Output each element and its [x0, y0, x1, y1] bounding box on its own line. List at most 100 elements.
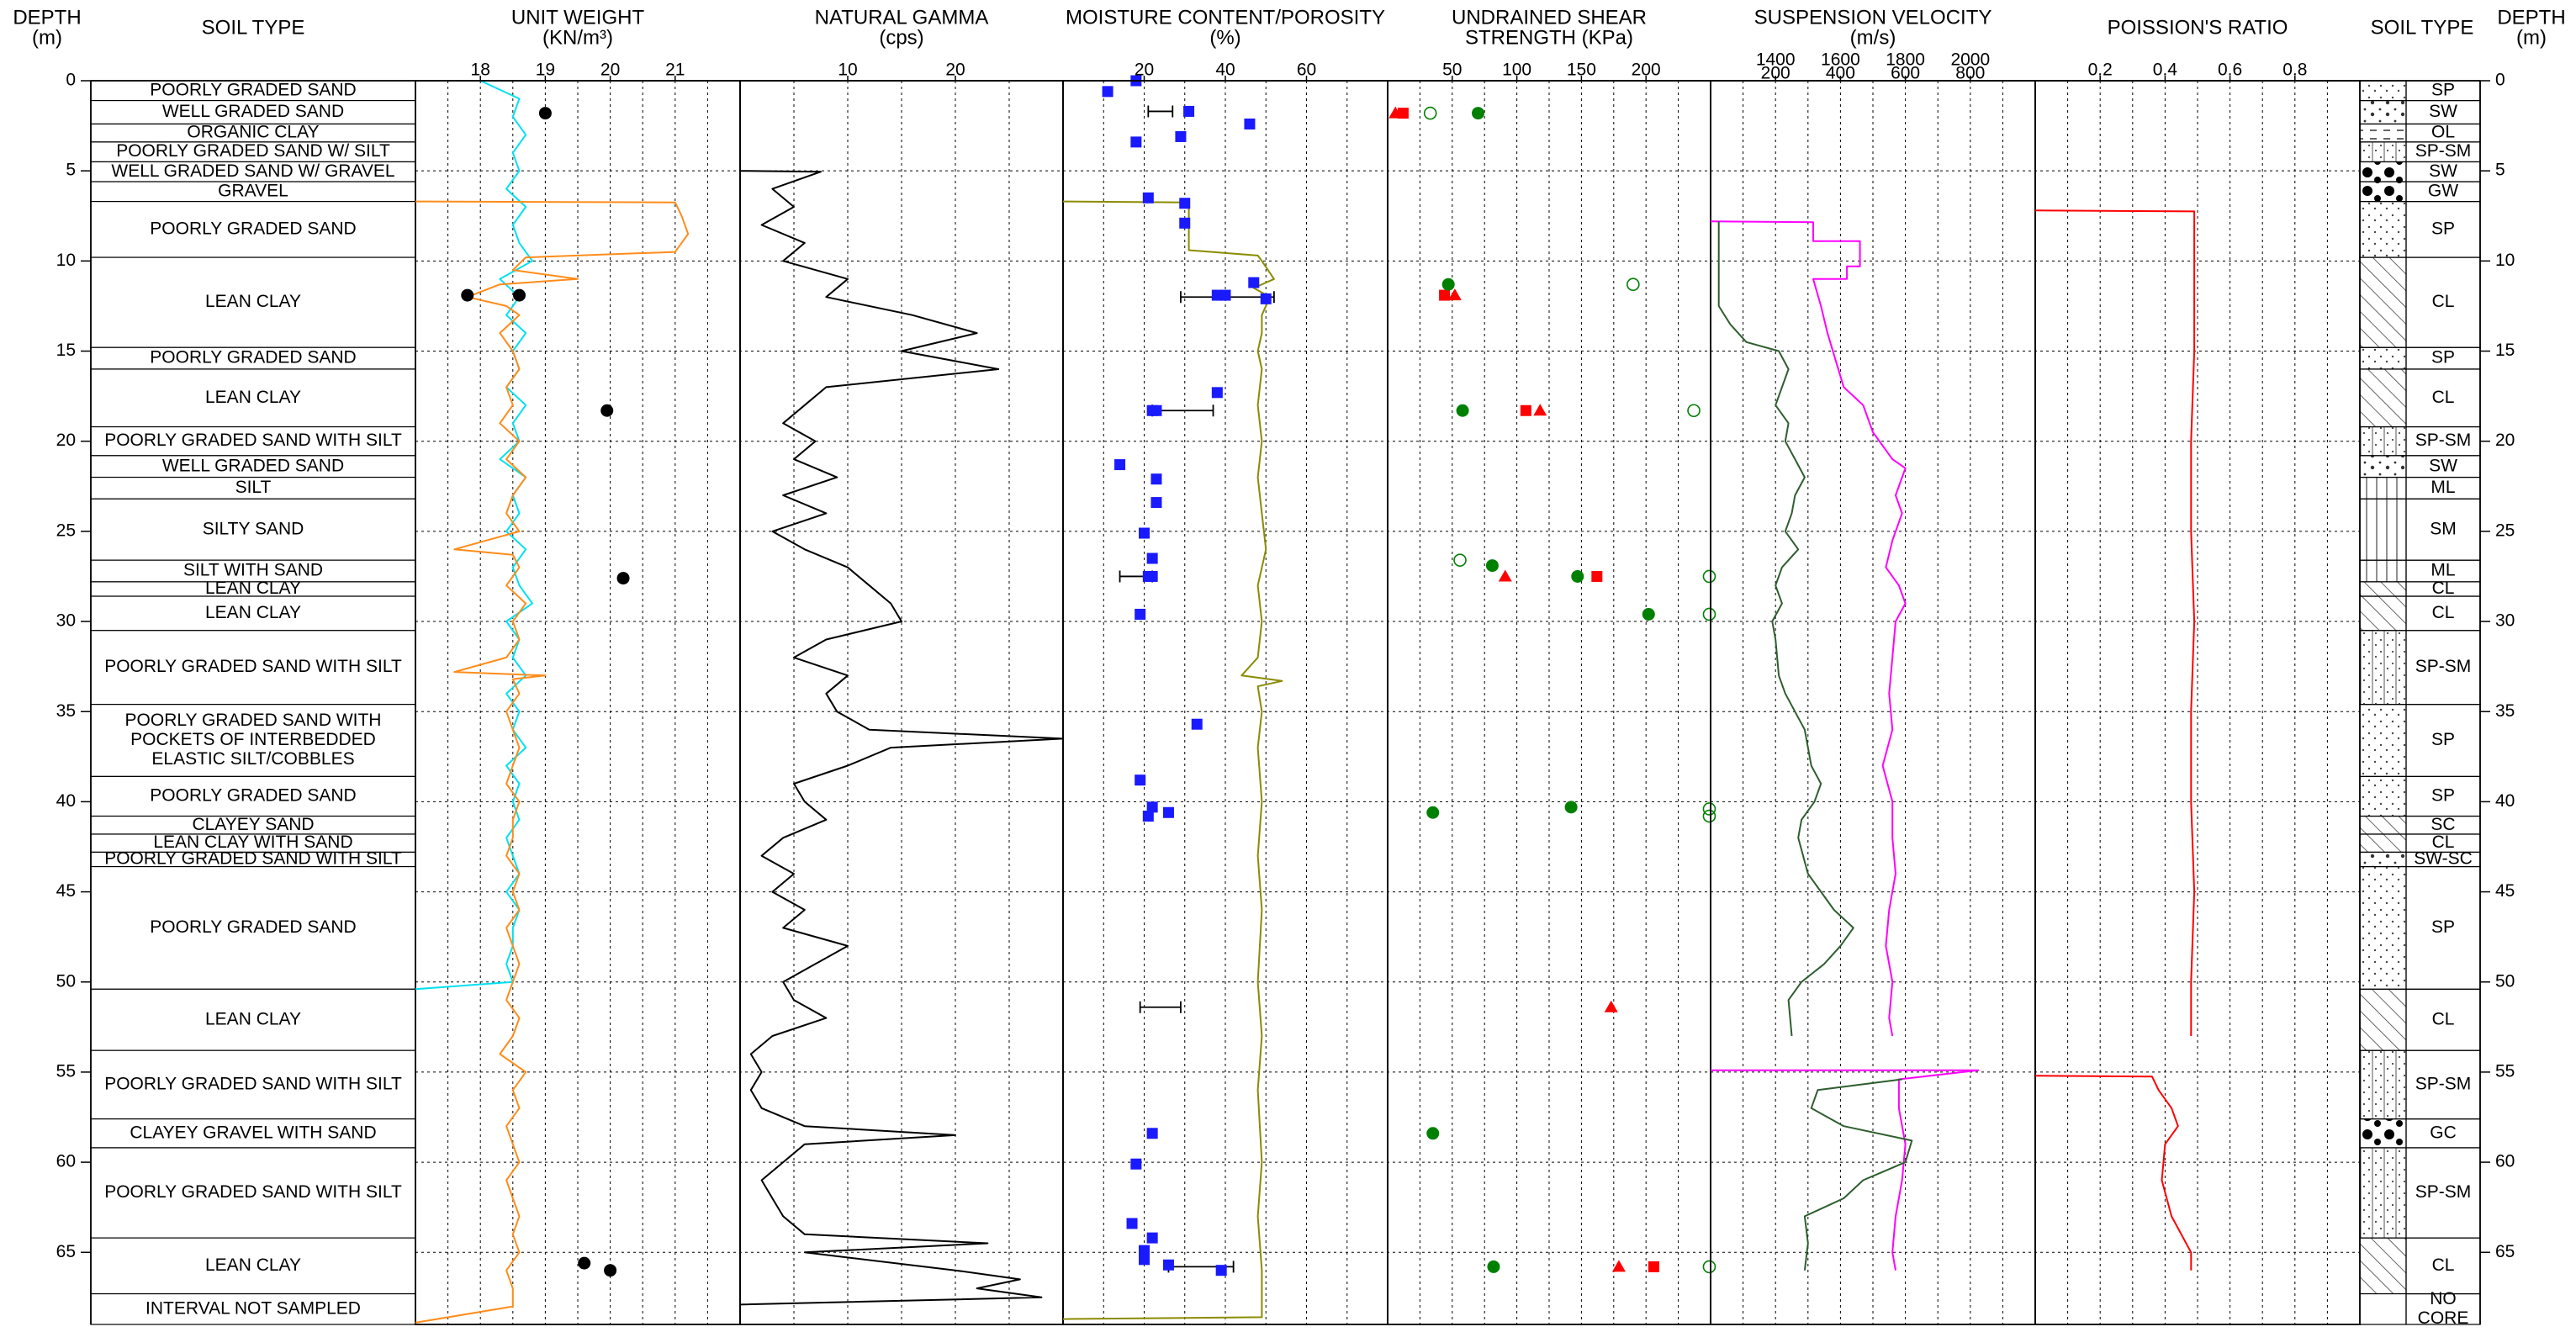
- marker: [1591, 570, 1603, 582]
- soil-symbol: [2359, 815, 2407, 835]
- marker: [1126, 1218, 1138, 1229]
- marker: [1702, 809, 1716, 823]
- soil-symbol: [2359, 775, 2407, 817]
- soil-symbol: [2359, 1118, 2407, 1149]
- soil-code: OL: [2431, 123, 2455, 142]
- soil-layer: [90, 368, 416, 428]
- marker: [1142, 811, 1154, 822]
- soil-layer-label: POORLY GRADED SAND WITH: [125, 711, 382, 730]
- marker: [1453, 553, 1467, 567]
- depth-header: (m): [32, 26, 62, 49]
- depth-header: (m): [2516, 26, 2547, 49]
- marker: [1183, 105, 1195, 117]
- soil-layer: [90, 1292, 416, 1325]
- soil-code: SW-SC: [2414, 849, 2473, 869]
- marker: [616, 572, 630, 585]
- marker: [1191, 718, 1203, 730]
- marker: [1648, 1261, 1659, 1272]
- marker: [1130, 1158, 1142, 1170]
- trace: [739, 170, 1064, 1306]
- soil-layer-label: INTERVAL NOT SAMPLED: [145, 1298, 361, 1318]
- marker: [1498, 569, 1512, 582]
- soil-code: SW: [2429, 102, 2457, 121]
- panel-title: UNIT WEIGHT: [511, 6, 645, 29]
- marker: [1571, 569, 1584, 583]
- soil-code: SP: [2431, 219, 2455, 238]
- soil-layer: [90, 559, 416, 583]
- soil-layer-label: CLAYEY GRAVEL WITH SAND: [130, 1123, 376, 1142]
- marker: [538, 107, 552, 120]
- soil-code: GC: [2430, 1123, 2457, 1142]
- soil-layer-label: GRAVEL: [218, 181, 288, 200]
- soil-code: ML: [2431, 478, 2455, 497]
- depth-tick-label: 20: [2495, 431, 2515, 450]
- x-tick-label: 200: [1632, 61, 1661, 80]
- soil-code: SP: [2431, 730, 2455, 749]
- x-tick-label: 21: [665, 61, 685, 80]
- soil-code: SP-SM: [2415, 1074, 2472, 1093]
- panel-title: STRENGTH (KPa): [1465, 26, 1633, 49]
- soil-type-header: SOIL TYPE: [202, 16, 305, 39]
- soil-code: SP-SM: [2415, 431, 2472, 450]
- soil-layer-label: POORLY GRADED SAND: [150, 219, 356, 238]
- marker: [1146, 801, 1158, 813]
- soil-layer-label: POORLY GRADED SAND: [150, 80, 356, 99]
- x-tick-label: 0.6: [2218, 61, 2242, 80]
- marker: [1611, 1260, 1626, 1272]
- soil-layer-label: POORLY GRADED SAND WITH SILT: [104, 849, 402, 869]
- marker: [461, 288, 474, 302]
- soil-code: SP: [2431, 348, 2455, 367]
- soil-symbol: [2359, 865, 2407, 990]
- depth-tick-label: 0: [66, 71, 76, 90]
- depth-tick-label: 65: [2495, 1242, 2515, 1261]
- soil-layer-label: POORLY GRADED SAND WITH SILT: [104, 1182, 402, 1202]
- depth-tick-label: 45: [56, 881, 76, 901]
- soil-symbol: [2359, 1292, 2407, 1325]
- depth-tick-label: 50: [56, 971, 76, 991]
- soil-symbol: [2359, 704, 2407, 777]
- soil-layer-label: SILT: [235, 478, 272, 497]
- soil-layer-label: LEAN CLAY: [205, 292, 301, 311]
- marker: [1520, 404, 1531, 416]
- soil-layer-label: CLAYEY SAND: [192, 815, 314, 834]
- soil-code: SP: [2431, 917, 2455, 937]
- marker: [600, 404, 614, 417]
- soil-code: CORE: [2418, 1308, 2469, 1328]
- marker: [1426, 806, 1440, 819]
- soil-code: CL: [2432, 388, 2455, 407]
- soil-layer: [90, 1049, 416, 1120]
- soil-layer: [90, 256, 416, 348]
- marker: [1219, 289, 1231, 301]
- soil-layer: [90, 455, 416, 478]
- soil-layer-label: SILTY SAND: [203, 519, 304, 538]
- panel-title: (KN/m³): [542, 26, 613, 49]
- marker: [1130, 136, 1142, 148]
- panel-title: MOISTURE CONTENT/POROSITY: [1066, 6, 1385, 29]
- soil-symbol: [2359, 851, 2407, 868]
- panel-title: (cps): [879, 26, 923, 49]
- soil-code: SP-SM: [2415, 141, 2472, 161]
- soil-code: NO: [2430, 1289, 2457, 1308]
- soil-symbol: [2359, 1049, 2407, 1120]
- marker: [1150, 473, 1162, 485]
- soil-code: CL: [2432, 1009, 2455, 1028]
- marker: [578, 1256, 591, 1270]
- soil-symbol: [2359, 426, 2407, 457]
- soil-layer: [90, 476, 416, 500]
- marker: [1114, 459, 1126, 471]
- soil-layer: [90, 1237, 416, 1295]
- marker: [1397, 108, 1409, 119]
- soil-layer: [90, 704, 416, 777]
- marker: [513, 288, 526, 302]
- depth-tick-label: 15: [2495, 341, 2515, 360]
- soil-layer-label: LEAN CLAY: [205, 603, 301, 622]
- depth-tick-label: 0: [2495, 71, 2505, 90]
- marker: [1702, 569, 1716, 584]
- soil-layer-label: LEAN CLAY: [205, 1255, 301, 1275]
- marker: [1135, 774, 1146, 786]
- x-tick-label: 150: [1567, 61, 1596, 80]
- depth-tick-label: 25: [56, 521, 76, 540]
- trace: [2034, 209, 2196, 1271]
- depth-tick-label: 30: [56, 611, 76, 631]
